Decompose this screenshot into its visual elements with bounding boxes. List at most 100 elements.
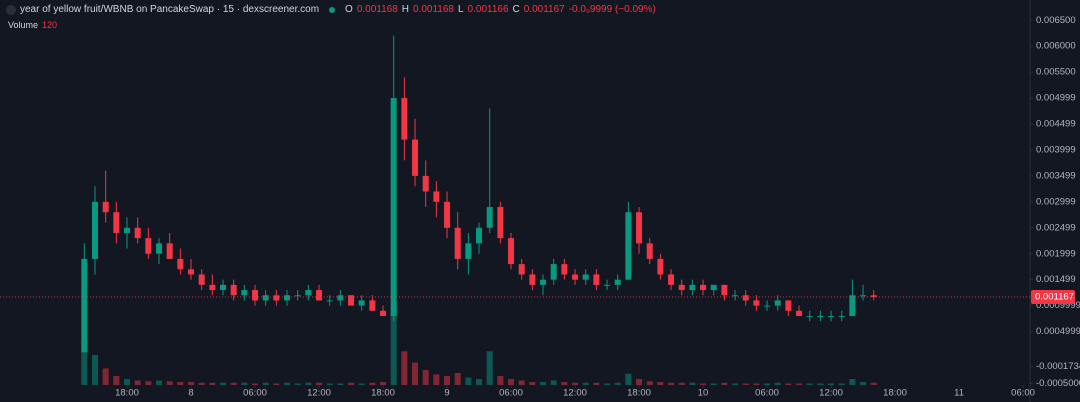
candle-body xyxy=(476,227,483,244)
candle-body xyxy=(828,315,835,317)
ohlc-label: C xyxy=(512,4,520,15)
candle-body xyxy=(284,295,291,301)
candle-body xyxy=(572,274,579,280)
y-tick-label: 0.0004999 xyxy=(1036,326,1080,337)
volume-bar xyxy=(486,351,493,385)
volume-bar xyxy=(273,383,280,385)
volume-bar xyxy=(326,383,333,385)
y-tick-label: 0.002999 xyxy=(1036,196,1076,207)
ohlc-value: 0.001166 xyxy=(467,4,509,15)
volume-bar xyxy=(262,382,269,385)
y-tick-label: 0.004499 xyxy=(1036,119,1076,130)
volume-bar xyxy=(764,383,771,385)
volume-bar xyxy=(92,355,99,385)
candle-body xyxy=(785,300,792,311)
candle-body xyxy=(241,290,248,296)
candle-body xyxy=(294,295,301,297)
candle-body xyxy=(188,269,195,275)
volume-bar xyxy=(401,351,408,385)
volume-bar xyxy=(358,383,365,385)
x-tick-label: 18:00 xyxy=(371,388,395,399)
volume-bar xyxy=(145,381,152,385)
volume-bar xyxy=(134,380,141,385)
candle-body xyxy=(433,191,440,202)
volume-bar xyxy=(849,379,856,385)
candle-body xyxy=(209,284,216,291)
x-tick-label: 06:00 xyxy=(1011,388,1035,399)
volume-bar xyxy=(113,376,120,385)
volume-bar xyxy=(412,362,419,385)
ohlc-change: -0.0₉9999 (−0.09%) xyxy=(568,4,656,15)
candle-body xyxy=(604,284,611,286)
x-tick-label: 18:00 xyxy=(115,388,139,399)
volume-bar xyxy=(582,382,589,385)
volume-bar xyxy=(604,383,611,385)
candle-body xyxy=(422,175,429,192)
volume-bar xyxy=(828,383,835,385)
y-tick-label: 0.006500 xyxy=(1036,15,1076,26)
volume-bar xyxy=(241,382,248,385)
last-price-label: 0.001167 xyxy=(1035,291,1074,302)
volume-bar xyxy=(497,376,504,385)
volume-bar xyxy=(540,382,547,385)
candle-body xyxy=(636,212,643,244)
volume-bar xyxy=(796,383,803,385)
candle-body xyxy=(497,207,504,239)
x-tick-label: 9 xyxy=(444,388,449,399)
x-tick-label: 8 xyxy=(188,388,193,399)
x-tick-label: 06:00 xyxy=(499,388,523,399)
volume-bar xyxy=(348,382,355,385)
candle-body xyxy=(593,274,600,285)
candle-body xyxy=(412,139,419,176)
volume-bar xyxy=(209,382,216,385)
volume-bar xyxy=(529,382,536,385)
volume-bar xyxy=(230,382,237,385)
x-tick-label: 12:00 xyxy=(307,388,331,399)
candle-body xyxy=(145,238,152,254)
candle-body xyxy=(134,227,141,239)
volume-bar xyxy=(220,382,227,385)
candle-body xyxy=(753,300,760,306)
y-tick-label: 0.005500 xyxy=(1036,67,1076,78)
y-tick-label: 0.003499 xyxy=(1036,170,1076,181)
volume-bar xyxy=(316,382,323,385)
candle-body xyxy=(774,300,781,306)
candle-body xyxy=(838,315,845,317)
volume-label: Volume xyxy=(8,20,39,30)
symbol-icon xyxy=(6,4,16,15)
y-tick-label: 0.006000 xyxy=(1036,41,1076,52)
x-tick-label: 12:00 xyxy=(563,388,587,399)
candle-body xyxy=(348,295,355,306)
volume-bar xyxy=(625,373,632,385)
candle-body xyxy=(166,243,173,259)
candle-body xyxy=(220,284,227,291)
volume-bar xyxy=(508,379,515,385)
candle-body xyxy=(646,243,653,259)
volume-bar xyxy=(870,382,877,385)
volume-bar xyxy=(188,382,195,385)
volume-bar xyxy=(294,383,301,385)
candle-body xyxy=(540,279,547,285)
volume-bar xyxy=(593,382,600,385)
ohlc-value: 0.001168 xyxy=(413,4,454,15)
volume-bar xyxy=(380,382,387,385)
candle-body xyxy=(454,227,461,259)
candle-body xyxy=(710,284,717,291)
candle-body xyxy=(444,201,451,228)
volume-bar xyxy=(678,382,685,385)
candle-body xyxy=(870,295,877,297)
volume-bar xyxy=(454,373,461,385)
volume-bar xyxy=(284,382,291,385)
volume-length: 120 xyxy=(42,20,58,30)
volume-bar xyxy=(700,383,707,385)
x-tick-label: 06:00 xyxy=(243,388,267,399)
candle-body xyxy=(742,295,749,301)
candle-body xyxy=(508,238,515,265)
candle-body xyxy=(486,207,493,228)
candle-body xyxy=(465,243,472,259)
candle-body xyxy=(764,305,771,307)
candle-body xyxy=(230,284,237,296)
y-tick-label: 0.001499 xyxy=(1036,274,1076,285)
x-tick-label: 12:00 xyxy=(819,388,843,399)
